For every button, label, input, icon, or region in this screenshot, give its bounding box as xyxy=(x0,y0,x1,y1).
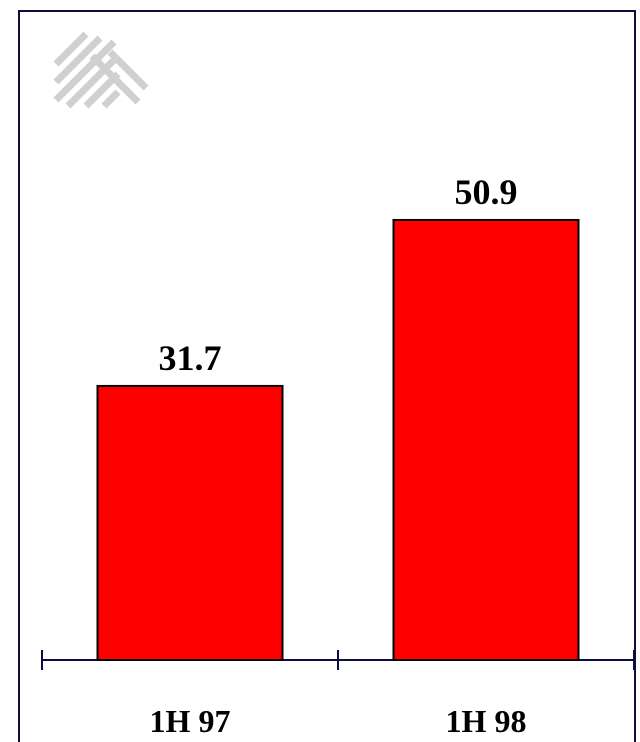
bar-1 xyxy=(392,218,580,661)
data-label-0: 31.7 xyxy=(159,338,222,378)
corporate-logo-icon xyxy=(53,31,149,109)
bar-0 xyxy=(96,384,284,661)
bars xyxy=(96,218,580,661)
chart-frame xyxy=(18,10,636,742)
labels: 31.7 1H 97 50.9 1H 98 xyxy=(150,172,527,739)
category-label-0: 1H 97 xyxy=(150,703,231,739)
category-label-1: 1H 98 xyxy=(446,703,527,739)
data-label-1: 50.9 xyxy=(455,172,518,212)
